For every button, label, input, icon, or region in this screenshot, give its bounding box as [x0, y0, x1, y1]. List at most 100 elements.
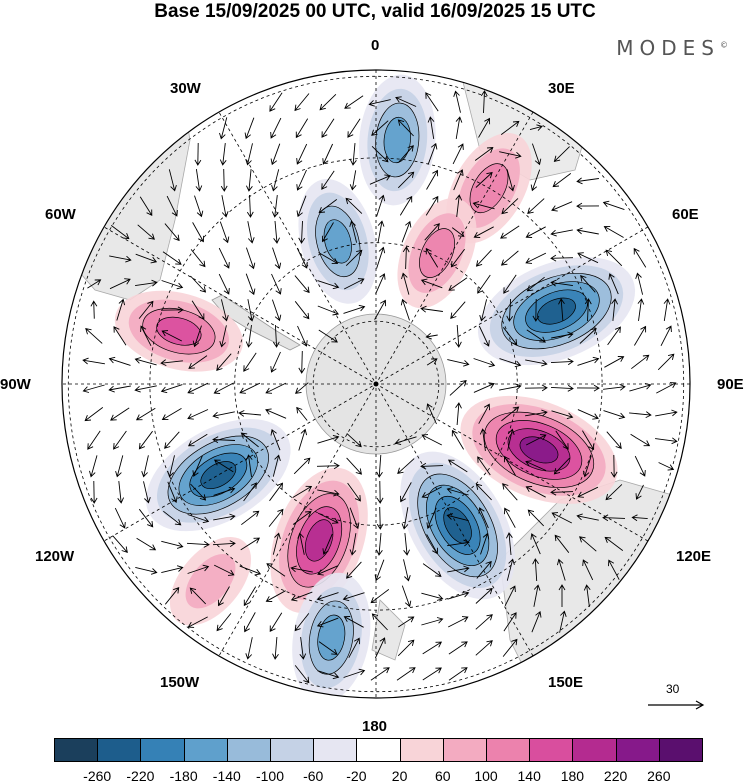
wind-arrow-86	[451, 227, 465, 237]
wind-arrow-253	[582, 430, 595, 451]
wind-arrow-350	[317, 565, 339, 576]
wind-arrow-221	[212, 411, 235, 419]
lon-label-0: 0	[371, 37, 380, 54]
wind-arrow-248	[451, 429, 464, 450]
wind-arrow-386	[371, 613, 388, 631]
colorbar-tick-label: 20	[391, 768, 408, 784]
wind-arrow-120	[245, 273, 256, 296]
wind-arrow-289	[317, 489, 340, 497]
latitude-circle-0	[312, 320, 440, 448]
wind-arrow-149	[420, 305, 443, 313]
polar-map	[61, 69, 691, 699]
wind-arrow-162	[161, 330, 183, 342]
wind-arrow-343	[135, 566, 158, 575]
wind-arrow-103	[376, 246, 386, 269]
wind-arrow-282	[143, 481, 151, 504]
wind-arrow-72	[602, 200, 625, 211]
wind-arrow-362	[164, 587, 180, 605]
wind-arrow-320	[576, 513, 599, 521]
wind-arrow-345	[187, 564, 210, 574]
wind-arrow-112	[605, 249, 623, 267]
wind-arrow-367	[290, 591, 313, 602]
wind-arrow-261	[192, 455, 203, 477]
wind-arrow-298	[550, 488, 574, 496]
wind-arrow-191	[499, 358, 522, 368]
chart-title: Base 15/09/2025 00 UTC, valid 16/09/2025…	[154, 1, 596, 22]
wind-arrow-301	[635, 484, 644, 500]
wind-arrow-217	[110, 407, 130, 421]
anomaly-4-level-5	[537, 297, 576, 325]
wind-arrow-6	[425, 92, 439, 112]
wind-arrow-138	[138, 300, 154, 319]
wind-arrow-179	[82, 357, 105, 365]
wind-arrow-305	[187, 514, 210, 524]
colorbar-swatch	[140, 738, 185, 762]
wind-arrow-115	[109, 278, 131, 290]
wind-arrow-145	[317, 305, 340, 316]
wind-arrow-411	[448, 667, 468, 681]
wind-arrow-31	[427, 142, 438, 165]
lon-label-60w: 60W	[45, 206, 76, 223]
wind-arrow-60	[296, 195, 307, 218]
wind-arrow-130	[503, 274, 517, 294]
wind-arrow-351	[346, 561, 362, 579]
wind-arrow-128	[448, 277, 468, 291]
wind-arrow-144	[294, 301, 310, 320]
wind-arrow-81	[321, 222, 334, 243]
wind-arrow-204	[239, 382, 261, 394]
wind-arrow-273	[503, 455, 516, 476]
colorbar-swatch	[97, 738, 142, 762]
wind-arrow-226	[455, 402, 462, 426]
colorbar-tick-label: 100	[474, 768, 498, 784]
wind-arrow-126	[401, 272, 410, 295]
wind-arrow-224	[296, 406, 308, 421]
colorbar-tick-label: -260	[83, 768, 112, 784]
wind-arrow-214	[629, 382, 652, 392]
colorbar-tick-label: -180	[169, 768, 198, 784]
wind-arrow-12	[295, 118, 309, 139]
wind-arrow-109	[525, 252, 547, 264]
latitude-circle-1	[234, 242, 518, 526]
lon-label-150e: 150E	[548, 674, 584, 691]
wind-arrow-63	[376, 194, 386, 217]
wind-arrow-336	[447, 539, 470, 547]
anomaly-11-level-1	[185, 554, 236, 609]
wind-arrow-360	[582, 559, 594, 581]
wind-arrow-2	[319, 93, 337, 111]
wind-arrow-352	[374, 559, 385, 582]
wind-arrow-159	[85, 328, 103, 344]
wind-arrow-250	[507, 428, 515, 451]
wind-arrow-192	[525, 359, 548, 367]
wind-arrow-116	[135, 279, 158, 287]
colorbar-swatch	[486, 738, 531, 762]
wind-arrow-22	[194, 142, 202, 166]
wind-arrow-20	[500, 120, 520, 135]
wind-arrow-95	[162, 251, 182, 265]
wind-arrow-108	[500, 250, 519, 266]
wind-arrow-326	[186, 541, 210, 548]
wind-arrow-201	[160, 384, 183, 394]
wind-arrow-27	[322, 143, 334, 165]
wind-arrow-400	[397, 639, 415, 657]
wind-arrow-16	[397, 119, 414, 137]
wind-arrow-59	[271, 195, 279, 218]
wind-arrow-316	[478, 507, 489, 529]
wind-arrow-180	[108, 356, 131, 366]
colorbar-tick-label: 140	[517, 768, 541, 784]
wind-arrow-205	[265, 382, 287, 394]
wind-arrow-255	[630, 433, 651, 447]
wind-arrow-85	[424, 223, 440, 241]
wind-arrow-332	[349, 533, 357, 556]
wind-arrow-11	[270, 117, 282, 139]
wind-arrow-178	[660, 325, 672, 347]
wind-arrow-47	[426, 169, 439, 190]
wind-arrow-328	[240, 537, 261, 551]
wind-arrow-249	[479, 428, 487, 451]
wind-arrow-7	[453, 90, 461, 113]
wind-arrow-227	[478, 403, 490, 424]
wind-arrow-74	[137, 224, 155, 240]
wind-arrow-213	[603, 383, 626, 391]
reference-vector-label: 30	[666, 682, 680, 696]
wind-arrow-131	[526, 276, 545, 292]
wind-arrow-107	[475, 249, 492, 267]
